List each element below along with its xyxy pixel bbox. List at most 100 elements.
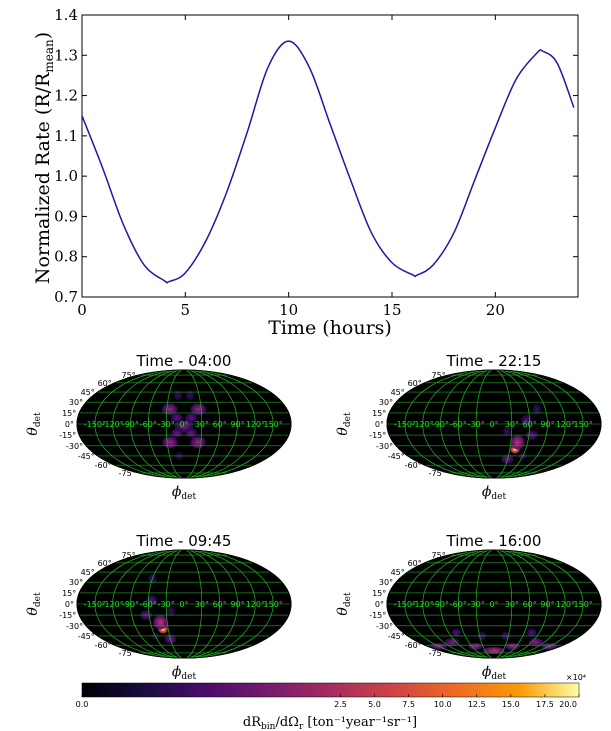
sky-map-lat-label: 30° (69, 398, 83, 407)
sky-map-lon-label: 0° (179, 420, 188, 429)
sky-map-lon-label: -30° (468, 420, 485, 429)
colorbar-tick-label: 2.5 (334, 700, 347, 709)
sky-map-lat-label: -15° (59, 431, 76, 440)
rate-x-tick-label: 15 (382, 301, 401, 319)
sky-map-lat-label: 75° (432, 371, 446, 380)
sky-map-meridian (112, 370, 256, 478)
sky-map-hotspots (161, 390, 207, 461)
sky-map-y-label: θdet (335, 412, 353, 436)
sky-map-x-label: ϕdet (482, 664, 507, 682)
rate-y-tick-label: 1.1 (54, 127, 78, 145)
sky-map-meridian (148, 370, 220, 478)
sky-map-lon-label: -90° (122, 420, 139, 429)
colorbar-tick-label: 12.5 (468, 700, 486, 709)
sky-map-y-label: θdet (25, 412, 43, 436)
sky-map-lon-label: 0° (489, 420, 498, 429)
sky-map-lat-label: 45° (391, 388, 405, 397)
sky-map-hotspot (505, 430, 508, 433)
sky-map-lon-label: -60° (450, 600, 467, 609)
sky-map-panel: -150°-120°-90° -60° -30° 0° 30° 60° 90° 120°150… (335, 352, 602, 502)
sky-map-lon-label: -30° (468, 600, 485, 609)
sky-map-hotspot (196, 440, 200, 444)
sky-map-meridian (130, 370, 238, 478)
sky-map-lon-label: 60° (213, 420, 227, 429)
sky-map-lon-label: -150° (394, 600, 416, 609)
sky-map-outline (386, 369, 602, 479)
sky-map-hotspot (515, 440, 520, 445)
sky-map-meridian (148, 550, 220, 658)
rate-chart: 0.7 0.8 0.9 1.0 1.1 1.2 1.3 1.4 0 5 10 15 20 Time (… (32, 6, 579, 339)
sky-map-lat-label: -60° (405, 641, 422, 650)
sky-map-lat-label: 30° (69, 578, 83, 587)
sky-map-x-label: ϕdet (172, 664, 197, 682)
sky-map-lat-label: 30° (379, 398, 393, 407)
sky-map-lat-label: 60° (98, 559, 112, 568)
sky-map-hotspot (168, 440, 172, 444)
sky-map-hotspot (491, 649, 497, 652)
sky-map-meridian (130, 550, 238, 658)
sky-map-lat-label: 0° (65, 420, 74, 429)
rate-y-axis-label: Normalized Rate (R/Rmean) (32, 32, 56, 284)
sky-map-lat-label: -45° (78, 632, 95, 641)
sky-map-lon-label: -60° (140, 420, 157, 429)
sky-map-lon-label: -90° (432, 600, 449, 609)
sky-map-lon-label: 150° (574, 420, 593, 429)
colorbar-tick-label: 17.5 (536, 700, 554, 709)
sky-map-lon-label: 30° (505, 420, 519, 429)
rate-x-tick-label: 0 (77, 301, 87, 319)
sky-map-lat-label: -30° (376, 622, 393, 631)
sky-map-lat-label: 60° (98, 379, 112, 388)
sky-map-lat-label: -75° (429, 469, 446, 478)
sky-map-meridian (458, 550, 530, 658)
sky-map-lat-label: -60° (95, 641, 112, 650)
sky-map-hotspot (535, 407, 538, 411)
colorbar-gradient (81, 682, 580, 698)
sky-map-lon-label: -150° (84, 600, 106, 609)
sky-map-lon-label: -60° (450, 420, 467, 429)
sky-map-lat-label: -15° (369, 431, 386, 440)
sky-map-lon-label: -90° (122, 600, 139, 609)
sky-map-lat-label: 0° (65, 600, 74, 609)
sky-map-lat-label: 15° (372, 409, 386, 418)
sky-map-lat-label: -45° (78, 452, 95, 461)
sky-map-lon-label: -150° (84, 420, 106, 429)
sky-map-lat-label: -75° (119, 469, 136, 478)
sky-map-hotspot (525, 418, 528, 422)
sky-map-lat-label: 30° (379, 578, 393, 587)
sky-map-lon-label: -90° (432, 420, 449, 429)
sky-map-hotspot (473, 645, 478, 648)
colorbar-tick-label: 5.0 (368, 700, 381, 709)
sky-map-lon-label: 30° (195, 420, 209, 429)
sky-map-meridian (440, 550, 548, 658)
sky-map-meridian (404, 370, 584, 478)
sky-map-lat-label: 60° (408, 379, 422, 388)
sky-map-meridian (458, 370, 530, 478)
colorbar-tick-label: 0.0 (76, 700, 89, 709)
sky-map-hotspot (510, 645, 515, 648)
sky-map-hotspot (189, 394, 192, 397)
rate-x-tick-label: 10 (279, 301, 298, 319)
rate-x-ticks: 0 5 10 15 20 (77, 15, 505, 319)
sky-map-hotspot (175, 416, 179, 420)
sky-map-lon-label: 90° (540, 600, 554, 609)
sky-map-panel: -150°-120°-90° -60° -30° 0° 30° 60° 90° 120°150… (25, 532, 292, 682)
sky-map-lat-label: -15° (59, 611, 76, 620)
sky-map-lat-label: 60° (408, 559, 422, 568)
colorbar-tick-label: 15.0 (502, 700, 520, 709)
rate-series-line (81, 40, 575, 284)
sky-map-y-label: θdet (335, 592, 353, 616)
sky-map-lon-label: 90° (230, 420, 244, 429)
sky-map-meridian (165, 550, 203, 658)
sky-map-lat-label: 75° (432, 551, 446, 560)
rate-y-tick-label: 0.8 (54, 248, 78, 266)
sky-map-y-label: θdet (25, 592, 43, 616)
sky-map-title: Time - 22:15 (446, 352, 542, 370)
sky-map-lon-label: -30° (158, 600, 175, 609)
sky-map-hotspot (189, 416, 193, 420)
sky-map-lon-label: 150° (264, 420, 283, 429)
sky-map-hotspot (158, 620, 163, 625)
sky-map-lon-label: -60° (140, 600, 157, 609)
sky-map-lat-label: -45° (388, 452, 405, 461)
rate-plot-frame (81, 14, 579, 298)
